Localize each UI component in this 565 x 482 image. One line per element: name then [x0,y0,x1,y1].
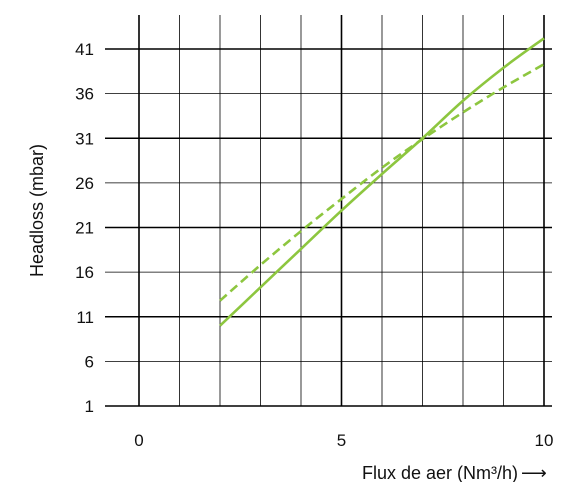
y-tick-label: 6 [85,352,94,371]
y-tick-label: 21 [75,219,94,238]
x-tick-label: 0 [134,431,143,450]
y-tick-label: 36 [75,85,94,104]
y-tick-label: 31 [75,129,94,148]
x-tick-label: 5 [337,431,346,450]
y-axis-label: Headloss (mbar) [27,144,47,277]
y-tick-label: 41 [75,40,94,59]
y-tick-label: 26 [75,174,94,193]
solid-series-line [219,37,545,327]
x-tick-label: 10 [535,431,554,450]
y-tick-label: 1 [85,397,94,416]
x-axis-arrow-icon: ⟶ [521,463,547,482]
y-tick-label: 16 [75,263,94,282]
x-axis-label: Flux de aer (Nm³/h) [362,463,518,482]
dashed-series-line [219,63,545,302]
y-tick-label: 11 [76,308,94,327]
